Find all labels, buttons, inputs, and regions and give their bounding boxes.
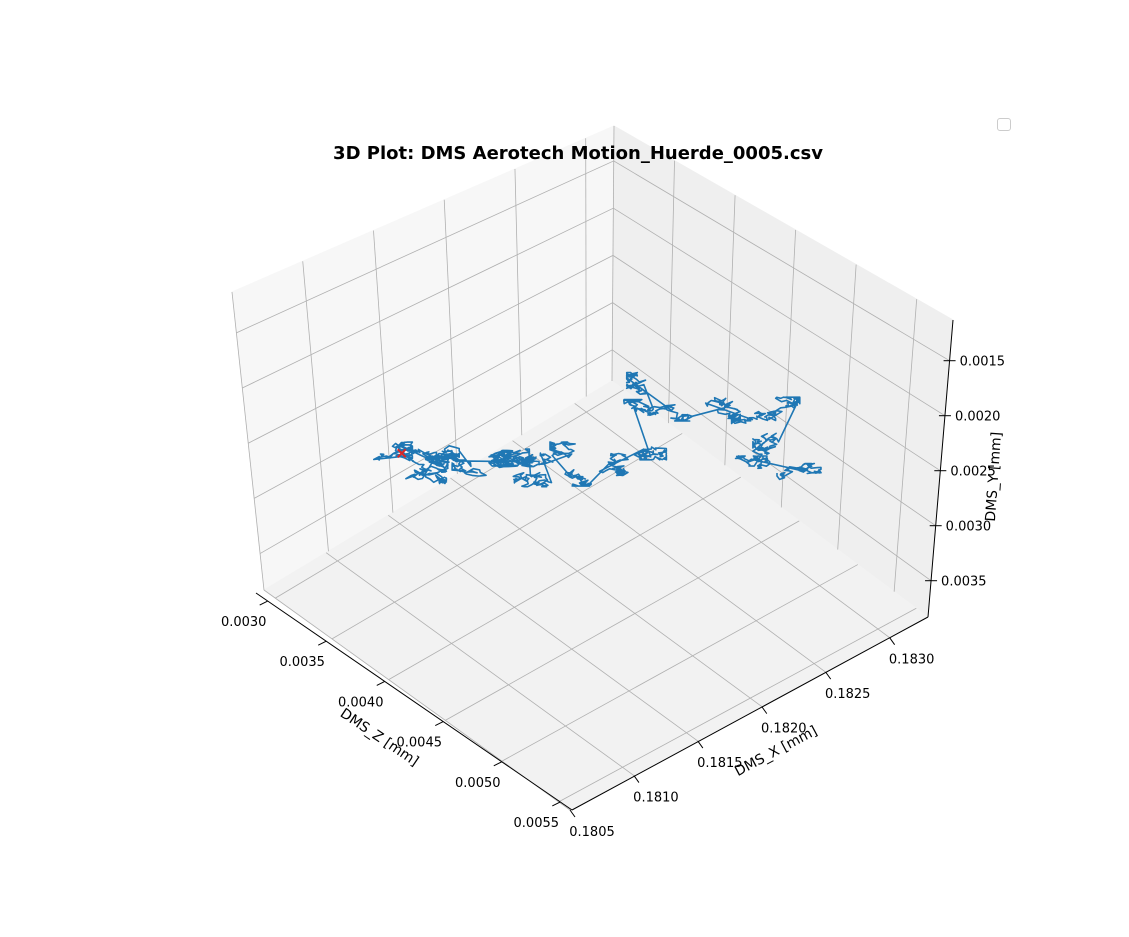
- z-tick: [376, 680, 385, 686]
- x-tick: [569, 809, 576, 818]
- grid-line-y: [253, 302, 936, 527]
- z-tick: [493, 761, 503, 767]
- grid-line-x-vertical: [724, 195, 736, 466]
- y-tick-label: 0.0030: [946, 520, 992, 535]
- grid-line-z: [501, 564, 858, 762]
- grid-line-x: [388, 515, 699, 742]
- grid-line-y: [259, 349, 932, 582]
- x-tick: [761, 706, 768, 714]
- grid-line-left-vertical: [514, 169, 523, 436]
- z-tick: [435, 721, 444, 727]
- x-tick-label: 0.1805: [569, 825, 615, 840]
- y-axis-line: [927, 319, 954, 618]
- x-tick-label: 0.1830: [889, 653, 935, 668]
- grid-line-x-vertical: [780, 229, 797, 508]
- grid-line-y: [248, 254, 941, 472]
- series-line: [372, 371, 822, 488]
- grid-line-y: [236, 160, 950, 362]
- grid-line-left-vertical: [373, 230, 394, 513]
- x-tick-label: 0.1810: [633, 791, 679, 806]
- grid-line-x: [450, 477, 763, 707]
- z-tick-label: 0.0055: [514, 816, 560, 831]
- x-tick: [633, 775, 640, 783]
- legend: [997, 118, 1011, 131]
- x-tick: [889, 637, 896, 645]
- x-tick-label: 0.1820: [761, 722, 807, 737]
- grid-line-x-vertical: [837, 264, 857, 550]
- y-tick-label: 0.0035: [941, 575, 987, 590]
- grid-line-x: [325, 552, 635, 776]
- y-axis-label: DMS_Y [mm]: [983, 431, 1005, 522]
- z-axis-line: [255, 592, 573, 811]
- z-tick-label: 0.0035: [279, 655, 325, 670]
- grid-line-left-vertical: [231, 291, 265, 591]
- end-marker: [397, 448, 407, 458]
- grid-line-z: [275, 389, 624, 599]
- y-tick-label: 0.0015: [960, 355, 1006, 370]
- axis-lines: [255, 319, 954, 811]
- z-tick: [552, 801, 561, 807]
- z-tick-label: 0.0050: [455, 776, 501, 791]
- x-tick-label: 0.1825: [825, 687, 871, 702]
- data-series: [372, 371, 822, 488]
- z-tick-label: 0.0045: [397, 736, 443, 751]
- grid-lines: [231, 125, 950, 811]
- x-axis-line: [571, 616, 929, 811]
- grid-line-left-vertical: [585, 138, 587, 397]
- grid-line-z: [558, 607, 917, 803]
- grid-line-left-vertical: [443, 199, 458, 474]
- grid-line-z: [388, 476, 741, 680]
- z-tick: [259, 600, 268, 606]
- z-tick-label: 0.0030: [221, 615, 267, 630]
- tick-marks: 0.1805 0.1810 0.1815 0.1820 0.1825 0.1830 0.00…: [221, 355, 1005, 840]
- z-tick: [317, 640, 327, 646]
- grid-line-x: [574, 403, 890, 638]
- y-tick-label: 0.0025: [950, 465, 996, 480]
- x-tick-label: 0.1815: [697, 756, 743, 771]
- grid-line-left-vertical: [302, 261, 329, 552]
- grid-line-x: [512, 440, 826, 673]
- grid-line-y: [242, 207, 946, 417]
- grid-line-z: [331, 433, 683, 640]
- y-tick-label: 0.0020: [955, 410, 1001, 425]
- grid-line-x-vertical: [668, 160, 675, 424]
- chart-title: 3D Plot: DMS Aerotech Motion_Huerde_0005…: [333, 143, 823, 164]
- grid-line-x-vertical: [893, 299, 918, 592]
- x-tick: [697, 740, 704, 749]
- grid-line-x-vertical: [611, 125, 615, 382]
- x-tick: [825, 671, 832, 680]
- z-tick-label: 0.0040: [338, 695, 384, 710]
- grid-line-z: [445, 520, 800, 721]
